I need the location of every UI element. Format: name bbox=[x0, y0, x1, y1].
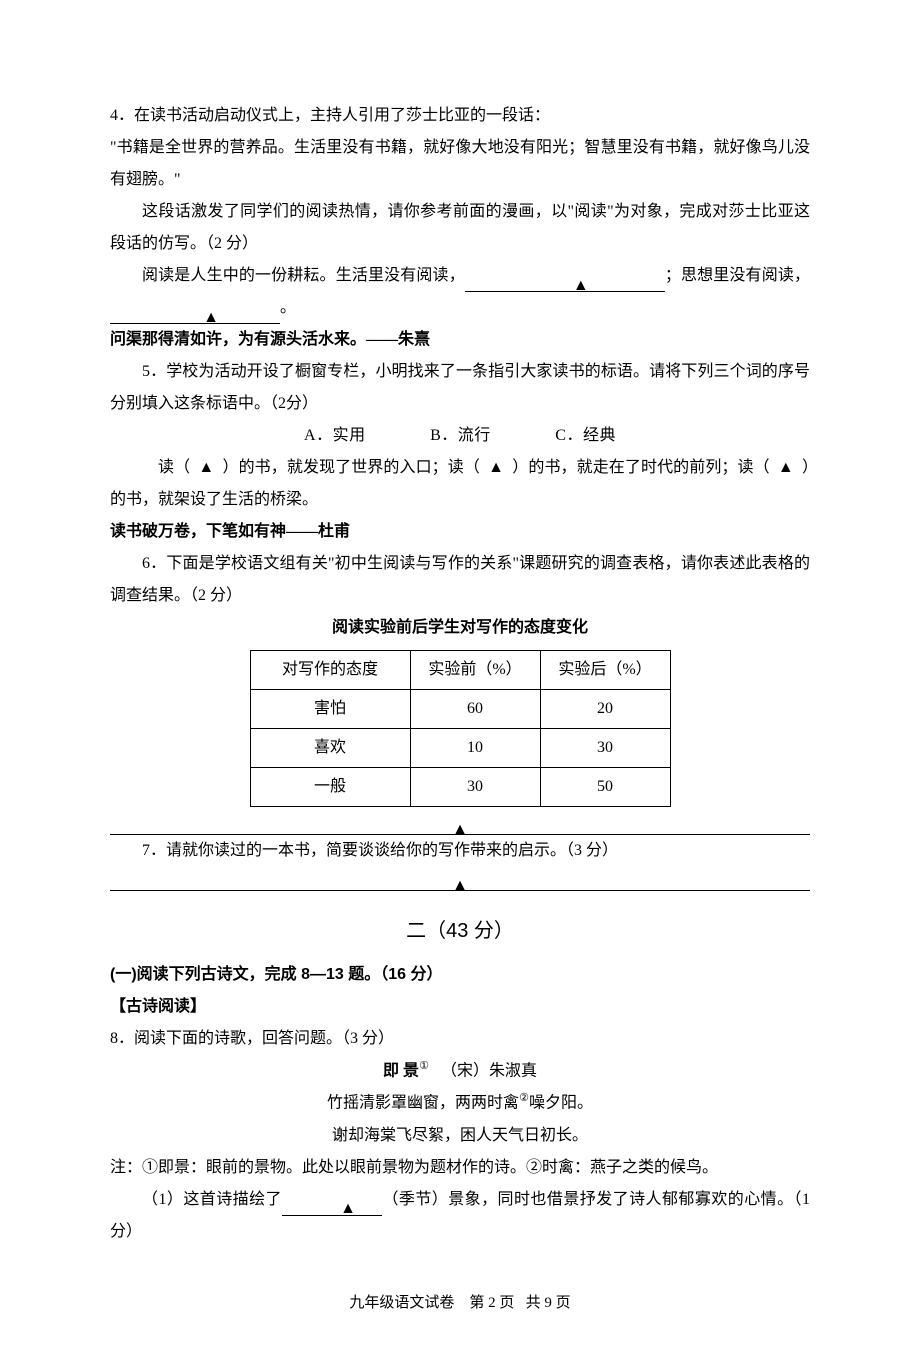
q8-intro: 8．阅读下面的诗歌，回答问题。（3 分） bbox=[110, 1023, 810, 1055]
q6-table-title: 阅读实验前后学生对写作的态度变化 bbox=[110, 612, 810, 644]
q4-fill-pre: 阅读是人生中的一份耕耘。生活里没有阅读， bbox=[142, 267, 465, 284]
td: 20 bbox=[540, 690, 670, 729]
footer-page: 第 2 页 bbox=[469, 1295, 514, 1311]
q8-sup2: ② bbox=[519, 1092, 529, 1104]
q4-tri1: ▲ bbox=[573, 277, 589, 294]
q4-fill-end: 。 bbox=[280, 299, 296, 316]
footer-label: 九年级语文试卷 bbox=[349, 1295, 454, 1311]
q4-quote: "书籍是全世界的营养品。生活里没有书籍，就好像大地没有阳光；智慧里没有书籍，就好… bbox=[110, 132, 810, 196]
table-row: 害怕 60 20 bbox=[250, 690, 670, 729]
q6-tri: ▲ bbox=[452, 814, 468, 846]
q7-tri: ▲ bbox=[452, 870, 468, 902]
table-row: 喜欢 10 30 bbox=[250, 729, 670, 768]
q4-fill: 阅读是人生中的一份耕耘。生活里没有阅读，▲；思想里没有阅读，▲。 bbox=[110, 260, 810, 324]
q4-intro: 4．在读书活动启动仪式上，主持人引用了莎士比亚的一段话： bbox=[110, 100, 810, 132]
td: 50 bbox=[540, 768, 670, 807]
q7-answer-line: ▲ bbox=[110, 867, 810, 891]
q8-tri: ▲ bbox=[340, 1200, 356, 1217]
q8-title-b: （宋）朱淑真 bbox=[441, 1062, 537, 1079]
q8-sup1: ① bbox=[419, 1060, 429, 1072]
td: 30 bbox=[410, 768, 540, 807]
section2-sub1: (一)阅读下列古诗文，完成 8—13 题。（16 分） bbox=[110, 959, 810, 991]
q8-poem-title: 即 景① （宋）朱淑真 bbox=[110, 1055, 810, 1087]
dufu-quote: 读书破万卷，下笔如有神——杜甫 bbox=[110, 516, 810, 548]
q5-option-c: C．经典 bbox=[555, 420, 616, 452]
section2-title: 二（43 分） bbox=[110, 911, 810, 951]
th-1: 实验前（%） bbox=[410, 651, 540, 690]
q6-answer-line: ▲ bbox=[110, 811, 810, 835]
q4-blank1: ▲ bbox=[465, 270, 665, 292]
table-row: 一般 30 50 bbox=[250, 768, 670, 807]
q5-s-a: 读（ bbox=[158, 459, 190, 476]
q6-task: 6．下面是学校语文组有关"初中生阅读与写作的关系"课题研究的调查表格，请你表述此… bbox=[110, 548, 810, 612]
td: 10 bbox=[410, 729, 540, 768]
q6-table: 对写作的态度 实验前（%） 实验后（%） 害怕 60 20 喜欢 10 30 一… bbox=[250, 650, 671, 807]
q5-option-a: A．实用 bbox=[304, 420, 366, 452]
q8-note: 注：①即景：眼前的景物。此处以眼前景物为题材作的诗。②时禽：燕子之类的候鸟。 bbox=[110, 1152, 810, 1184]
q8-title-a: 即 景 bbox=[383, 1062, 419, 1079]
zhuxi-quote: 问渠那得清如许，为有源头活水来。——朱熹 bbox=[110, 324, 810, 356]
q5-tri3: ▲ bbox=[778, 459, 794, 476]
td: 一般 bbox=[250, 768, 410, 807]
q8-line2: 谢却海棠飞尽絮，困人天气日初长。 bbox=[110, 1120, 810, 1152]
td: 喜欢 bbox=[250, 729, 410, 768]
q5-task: 5．学校为活动开设了橱窗专栏，小明找来了一条指引大家读书的标语。请将下列三个词的… bbox=[110, 356, 810, 420]
q8-l1b: 噪夕阳。 bbox=[529, 1095, 593, 1112]
q5-s-b: ）的书，就发现了世界的入口；读（ bbox=[223, 459, 480, 476]
td: 60 bbox=[410, 690, 540, 729]
q8-sub1: （1）这首诗描绘了▲（季节）景象，同时也借景抒发了诗人郁郁寡欢的心情。（1 分） bbox=[110, 1184, 810, 1248]
q5-sentence: 读（ ▲ ）的书，就发现了世界的入口；读（ ▲ ）的书，就走在了时代的前列；读（… bbox=[110, 452, 810, 516]
q8-l1a: 竹摇清影罩幽窗，两两时禽 bbox=[327, 1095, 519, 1112]
th-2: 实验后（%） bbox=[540, 651, 670, 690]
td: 30 bbox=[540, 729, 670, 768]
q5-tri1: ▲ bbox=[198, 459, 214, 476]
footer-total: 共 9 页 bbox=[526, 1295, 571, 1311]
q5-options: A．实用 B．流行 C．经典 bbox=[110, 420, 810, 452]
q8-sub1-a: （1）这首诗描绘了 bbox=[142, 1191, 282, 1208]
page-footer: 九年级语文试卷 第 2 页 共 9 页 bbox=[110, 1288, 810, 1318]
q5-option-b: B．流行 bbox=[430, 420, 491, 452]
q8-line1: 竹摇清影罩幽窗，两两时禽②噪夕阳。 bbox=[110, 1087, 810, 1119]
q8-blank: ▲ bbox=[282, 1193, 382, 1215]
q4-blank2: ▲ bbox=[110, 302, 280, 324]
q5-tri2: ▲ bbox=[488, 459, 504, 476]
table-header-row: 对写作的态度 实验前（%） 实验后（%） bbox=[250, 651, 670, 690]
td: 害怕 bbox=[250, 690, 410, 729]
q4-fill-mid: ；思想里没有阅读， bbox=[665, 267, 810, 284]
q5-s-c: ）的书，就走在了时代的前列；读（ bbox=[512, 459, 769, 476]
th-0: 对写作的态度 bbox=[250, 651, 410, 690]
section2-sub2: 【古诗阅读】 bbox=[110, 991, 810, 1023]
q4-task: 这段话激发了同学们的阅读热情，请你参考前面的漫画，以"阅读"为对象，完成对莎士比… bbox=[110, 196, 810, 260]
